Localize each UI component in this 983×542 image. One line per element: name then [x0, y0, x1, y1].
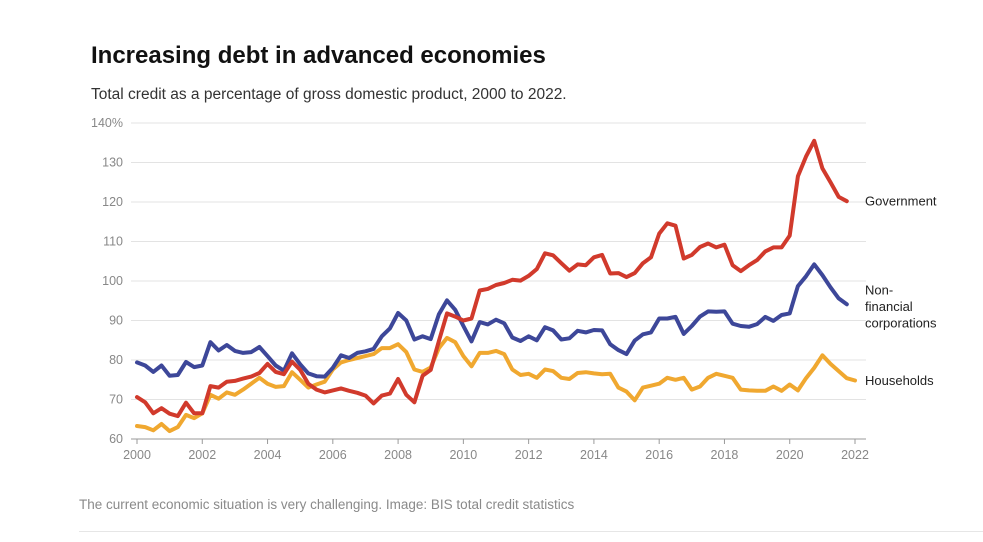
series-line-non-financial-corporations — [135, 262, 849, 379]
x-tick-label: 2004 — [254, 448, 282, 462]
y-tick-label: 100 — [102, 274, 123, 288]
series-label-line: corporations — [865, 315, 937, 330]
caption-divider — [79, 531, 983, 532]
series-label-line: Non- — [865, 282, 893, 297]
x-tick-label: 2008 — [384, 448, 412, 462]
x-tick-label: 2012 — [515, 448, 543, 462]
x-tick-label: 2010 — [449, 448, 477, 462]
series-labels: Households Non-financial corporations Gover… — [865, 194, 937, 388]
series-label-line: Government — [865, 194, 937, 209]
chart-title: Increasing debt in advanced economies — [91, 42, 546, 69]
y-tick-label: 140% — [91, 116, 123, 130]
y-tick-label: 70 — [109, 393, 123, 407]
x-axis-ticks: 2000 2002 2004 2006 2008 2010 2012 2014 2016 2018… — [123, 439, 869, 462]
series-line-households — [135, 335, 857, 434]
series-label-government: Government — [865, 194, 937, 209]
y-tick-label: 80 — [109, 353, 123, 367]
chart-subtitle: Total credit as a percentage of gross do… — [91, 86, 567, 103]
x-tick-label: 2016 — [645, 448, 673, 462]
series-label-non-financial-corporations: Non-financial corporations — [865, 282, 937, 330]
y-tick-label: 90 — [109, 314, 123, 328]
series-line-government — [135, 138, 849, 419]
x-tick-label: 2006 — [319, 448, 347, 462]
series-label-line: Households — [865, 373, 934, 388]
series-label-households: Households — [865, 373, 934, 388]
x-tick-label: 2022 — [841, 448, 869, 462]
x-tick-label: 2018 — [711, 448, 739, 462]
y-axis-ticks: 60 70 80 90 100 110 120 130 140% — [91, 116, 123, 446]
series-label-line: financial — [865, 299, 913, 314]
x-tick-label: 2000 — [123, 448, 151, 462]
x-tick-label: 2014 — [580, 448, 608, 462]
grid-lines — [131, 122, 866, 440]
image-caption: The current economic situation is very c… — [79, 497, 575, 512]
y-tick-label: 60 — [109, 432, 123, 446]
y-tick-label: 120 — [102, 195, 123, 209]
x-tick-label: 2002 — [188, 448, 216, 462]
y-tick-label: 130 — [102, 156, 123, 170]
y-tick-label: 110 — [103, 235, 123, 249]
series-lines — [135, 138, 857, 434]
x-tick-label: 2020 — [776, 448, 804, 462]
